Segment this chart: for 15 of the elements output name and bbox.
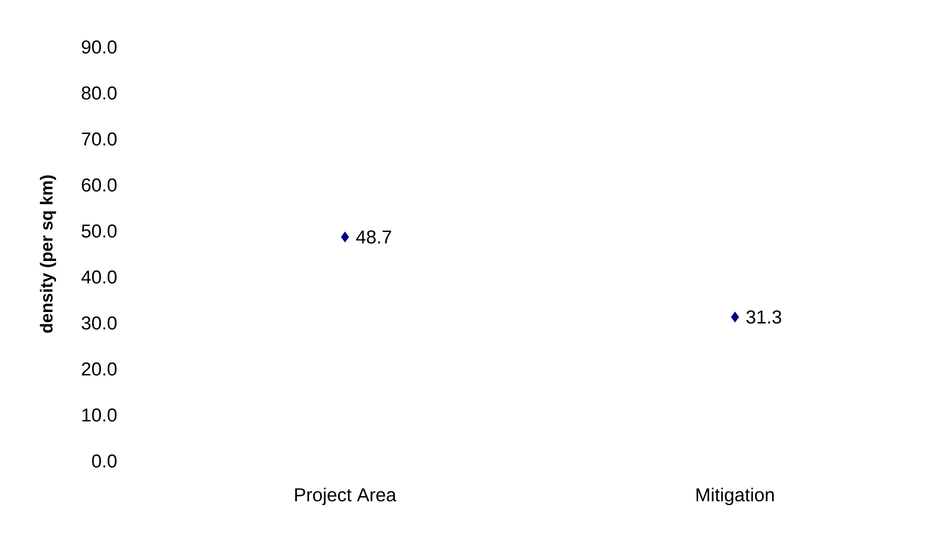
y-tick-label: 30.0 (82, 316, 117, 330)
y-tick-label: 80.0 (82, 86, 117, 100)
y-tick-label: 0.0 (92, 454, 117, 468)
y-tick-label: 90.0 (82, 40, 117, 54)
x-tick-label: Project Area (295, 488, 396, 506)
data-label: 48.7 (356, 230, 392, 244)
x-tick-label: Mitigation (696, 488, 774, 506)
y-axis-title: density (per sq km) (40, 175, 56, 333)
data-label: 31.3 (746, 310, 782, 324)
y-tick-label: 20.0 (82, 362, 117, 376)
y-tick-label: 60.0 (82, 178, 117, 192)
y-tick-label: 50.0 (82, 224, 117, 238)
y-tick-label: 10.0 (82, 408, 117, 422)
y-tick-label: 70.0 (82, 132, 117, 146)
y-tick-label: 40.0 (81, 270, 117, 284)
